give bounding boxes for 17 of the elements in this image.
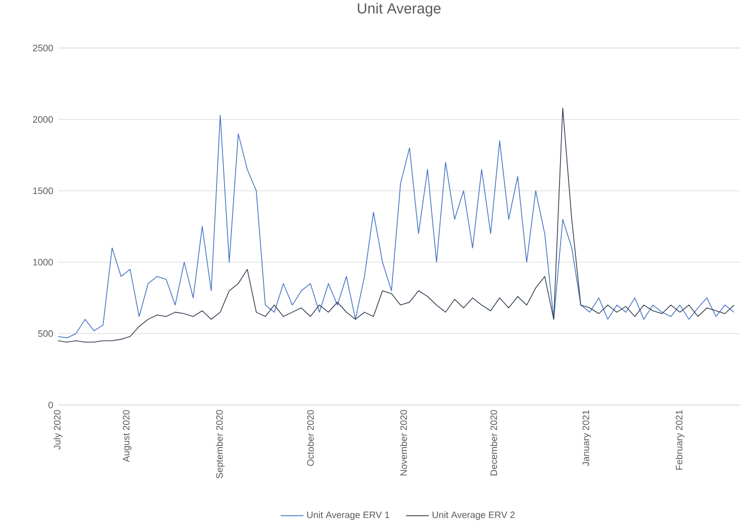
y-tick-label: 0 bbox=[48, 402, 53, 408]
x-tick-label: November 2020 bbox=[400, 410, 407, 476]
x-tick-label: September 2020 bbox=[216, 410, 225, 478]
x-tick-label: January 2021 bbox=[582, 410, 592, 466]
y-tick-label: 500 bbox=[38, 330, 53, 337]
x-tick-label: October 2020 bbox=[306, 410, 314, 466]
y-tick-label: 2500 bbox=[32, 44, 53, 52]
chart-title: Unit Average bbox=[358, 2, 441, 16]
legend-label: Unit Average ERV 1 bbox=[307, 511, 390, 520]
y-tick-label: 2000 bbox=[32, 116, 53, 123]
y-tick-label: 1000 bbox=[33, 258, 53, 266]
x-tick-label: February 2021 bbox=[676, 410, 684, 470]
x-tick-label: July 2020 bbox=[54, 410, 62, 450]
y-tick-label: 1500 bbox=[33, 188, 53, 194]
x-tick-label: December 2020 bbox=[490, 410, 498, 476]
x-tick-label: August 2020 bbox=[122, 410, 132, 462]
legend-label: Unit Average ERV 2 bbox=[432, 511, 515, 520]
